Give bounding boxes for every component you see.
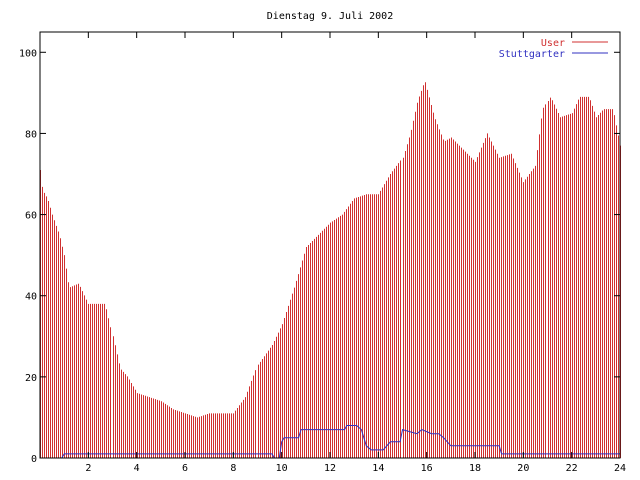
x-tick-label: 6 bbox=[182, 463, 188, 474]
x-tick-label: 12 bbox=[324, 463, 336, 474]
x-tick-label: 20 bbox=[517, 463, 529, 474]
y-tick-label: 20 bbox=[25, 373, 37, 384]
x-tick-label: 10 bbox=[276, 463, 288, 474]
user-series bbox=[40, 82, 621, 458]
chart-title: Dienstag 9. Juli 2002 bbox=[267, 11, 393, 22]
y-axis: 0 20 40 60 80 100 bbox=[19, 48, 620, 465]
x-tick-label: 24 bbox=[614, 463, 626, 474]
x-tick-label: 22 bbox=[566, 463, 578, 474]
y-tick-label: 100 bbox=[19, 48, 37, 59]
x-tick-label: 14 bbox=[372, 463, 384, 474]
x-axis: 2 4 6 8 10 12 14 16 18 20 22 24 bbox=[85, 32, 626, 474]
x-tick-label: 8 bbox=[230, 463, 236, 474]
legend-label-stuttgarter: Stuttgarter bbox=[499, 49, 565, 60]
y-tick-label: 60 bbox=[25, 211, 37, 222]
y-tick-label: 80 bbox=[25, 129, 37, 140]
x-tick-label: 2 bbox=[85, 463, 91, 474]
x-tick-label: 4 bbox=[134, 463, 140, 474]
y-tick-label: 40 bbox=[25, 292, 37, 303]
x-tick-label: 16 bbox=[421, 463, 433, 474]
x-tick-label: 18 bbox=[469, 463, 481, 474]
legend-label-user: User bbox=[541, 38, 565, 49]
legend: User Stuttgarter bbox=[499, 38, 608, 60]
y-tick-label: 0 bbox=[31, 454, 37, 465]
